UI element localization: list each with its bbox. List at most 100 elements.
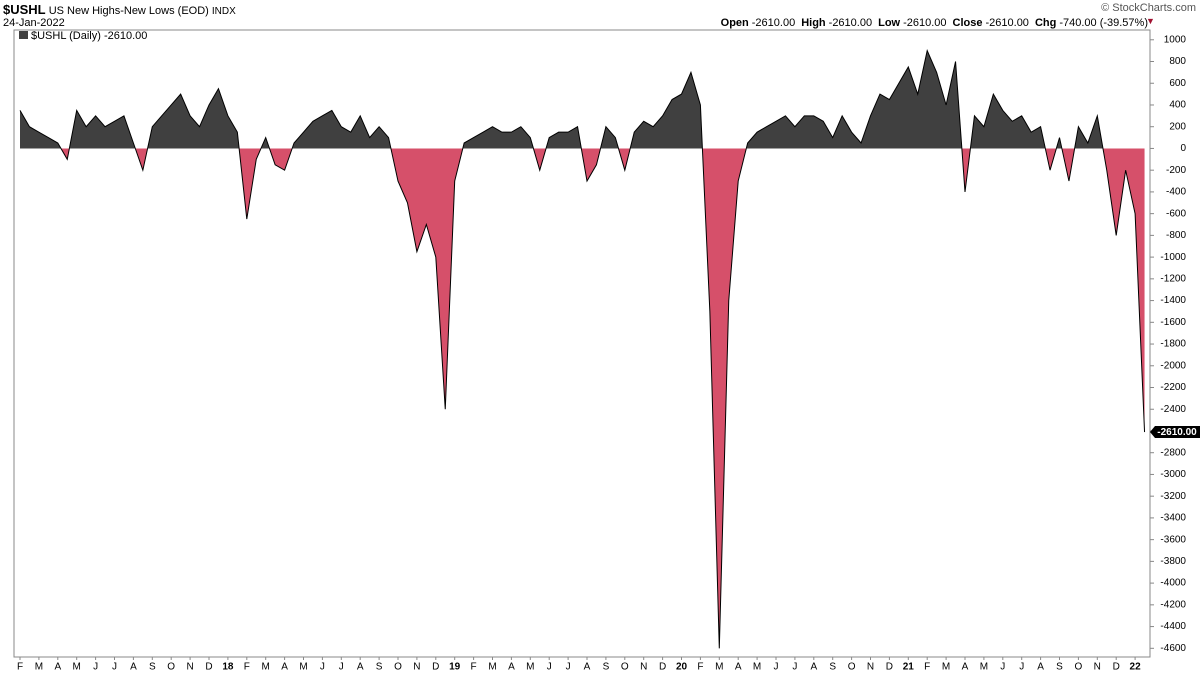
x-tick-label: M — [299, 662, 307, 673]
y-tick-label: -3800 — [1160, 556, 1186, 567]
x-tick-label: 18 — [222, 662, 234, 673]
x-tick-label: A — [357, 662, 364, 673]
x-tick-label: J — [1000, 662, 1005, 673]
x-tick-label: F — [697, 662, 703, 673]
x-tick-label: N — [186, 662, 193, 673]
y-tick-label: -4000 — [1160, 578, 1186, 589]
x-tick-label: A — [810, 662, 817, 673]
x-tick-label: D — [432, 662, 439, 673]
positive-area — [20, 50, 1145, 149]
x-tick-label: J — [339, 662, 344, 673]
x-tick-label: A — [508, 662, 515, 673]
x-tick-label: 22 — [1130, 662, 1142, 673]
down-arrow: ▼ — [1146, 16, 1155, 26]
x-tick-label: M — [715, 662, 723, 673]
y-tick-label: 400 — [1169, 100, 1186, 111]
x-tick-label: A — [962, 662, 969, 673]
y-tick-label: -1400 — [1160, 295, 1186, 306]
y-tick-label: 200 — [1169, 121, 1186, 132]
y-tick-label: -3000 — [1160, 469, 1186, 480]
y-tick-label: -1200 — [1160, 273, 1186, 284]
y-tick-label: -2800 — [1160, 447, 1186, 458]
x-tick-label: D — [205, 662, 212, 673]
y-tick-label: -4200 — [1160, 599, 1186, 610]
y-tick-label: -4600 — [1160, 643, 1186, 654]
y-tick-label: 0 — [1180, 143, 1186, 154]
y-tick-label: -3400 — [1160, 513, 1186, 524]
quote-label: Low — [878, 17, 901, 29]
quote-label: Close — [952, 17, 983, 29]
quote-label: High — [801, 17, 826, 29]
x-tick-label: N — [867, 662, 874, 673]
x-tick-label: M — [526, 662, 534, 673]
quote: Open -2610.00 High -2610.00 Low -2610.00 Close… — [721, 17, 1154, 29]
y-tick-label: -2000 — [1160, 360, 1186, 371]
legend: $USHL (Daily) -2610.00 — [31, 30, 147, 42]
x-tick-label: S — [376, 662, 383, 673]
x-tick-label: J — [320, 662, 325, 673]
legend-icon — [19, 31, 28, 39]
x-tick-label: S — [1056, 662, 1063, 673]
x-tick-label: A — [281, 662, 288, 673]
x-tick-label: J — [93, 662, 98, 673]
y-tick-label: -2200 — [1160, 382, 1186, 393]
x-tick-label: J — [547, 662, 552, 673]
y-tick-label: -2400 — [1160, 404, 1186, 415]
x-tick-label: A — [130, 662, 137, 673]
quote-value: -740.00 (-39.57%) — [1059, 17, 1148, 29]
x-tick-label: F — [244, 662, 250, 673]
quote-value: -2610.00 — [828, 17, 873, 29]
y-tick-label: -4400 — [1160, 621, 1186, 632]
quote-value: -2610.00 — [751, 17, 796, 29]
x-tick-label: O — [394, 662, 402, 673]
y-tick-label: 600 — [1169, 78, 1186, 89]
symbol: $USHL — [3, 2, 46, 17]
x-tick-label: M — [35, 662, 43, 673]
x-tick-label: F — [17, 662, 23, 673]
quote-label: Open — [720, 17, 749, 29]
x-tick-label: M — [980, 662, 988, 673]
x-tick-label: J — [1019, 662, 1024, 673]
x-tick-label: 19 — [449, 662, 461, 673]
x-tick-label: A — [735, 662, 742, 673]
plot-frame — [13, 29, 1151, 658]
x-tick-label: M — [753, 662, 761, 673]
exchange: INDX — [211, 6, 236, 17]
y-tick-label: -400 — [1166, 187, 1186, 198]
x-tick-label: 20 — [676, 662, 688, 673]
x-tick-label: M — [488, 662, 496, 673]
x-tick-label: M — [262, 662, 270, 673]
last-value-tag — [1150, 426, 1200, 439]
x-tick-label: N — [1094, 662, 1101, 673]
y-tick-label: -3200 — [1160, 491, 1186, 502]
x-tick-label: D — [659, 662, 666, 673]
y-tick-label: -1000 — [1160, 252, 1186, 263]
x-tick-label: M — [942, 662, 950, 673]
line — [19, 49, 1146, 649]
x-tick-label: O — [621, 662, 629, 673]
x-tick-label: F — [924, 662, 930, 673]
y-tick-label: 1000 — [1164, 34, 1187, 45]
x-tick-label: S — [829, 662, 836, 673]
y-tick-label: -600 — [1166, 208, 1186, 219]
x-tick-label: F — [471, 662, 477, 673]
x-tick-label: O — [1075, 662, 1083, 673]
y-tick-label: -200 — [1166, 165, 1186, 176]
y-tick-label: -1600 — [1160, 317, 1186, 328]
x-tick-label: 21 — [903, 662, 915, 673]
x-tick-label: J — [112, 662, 117, 673]
x-tick-label: J — [792, 662, 797, 673]
quote-label: Chg — [1034, 17, 1057, 29]
quote-value: -2610.00 — [985, 17, 1029, 29]
x-tick-label: M — [73, 662, 81, 673]
x-tick-label: D — [886, 662, 893, 673]
copyright: © StockCharts.com — [1101, 2, 1196, 14]
x-tick-label: A — [1037, 662, 1044, 673]
x-tick-label: S — [603, 662, 610, 673]
x-tick-label: N — [413, 662, 420, 673]
date: 24-Jan-2022 — [3, 17, 65, 29]
quote-value: -2610.00 — [903, 17, 947, 29]
x-tick-label: J — [774, 662, 779, 673]
x-tick-label: O — [167, 662, 175, 673]
